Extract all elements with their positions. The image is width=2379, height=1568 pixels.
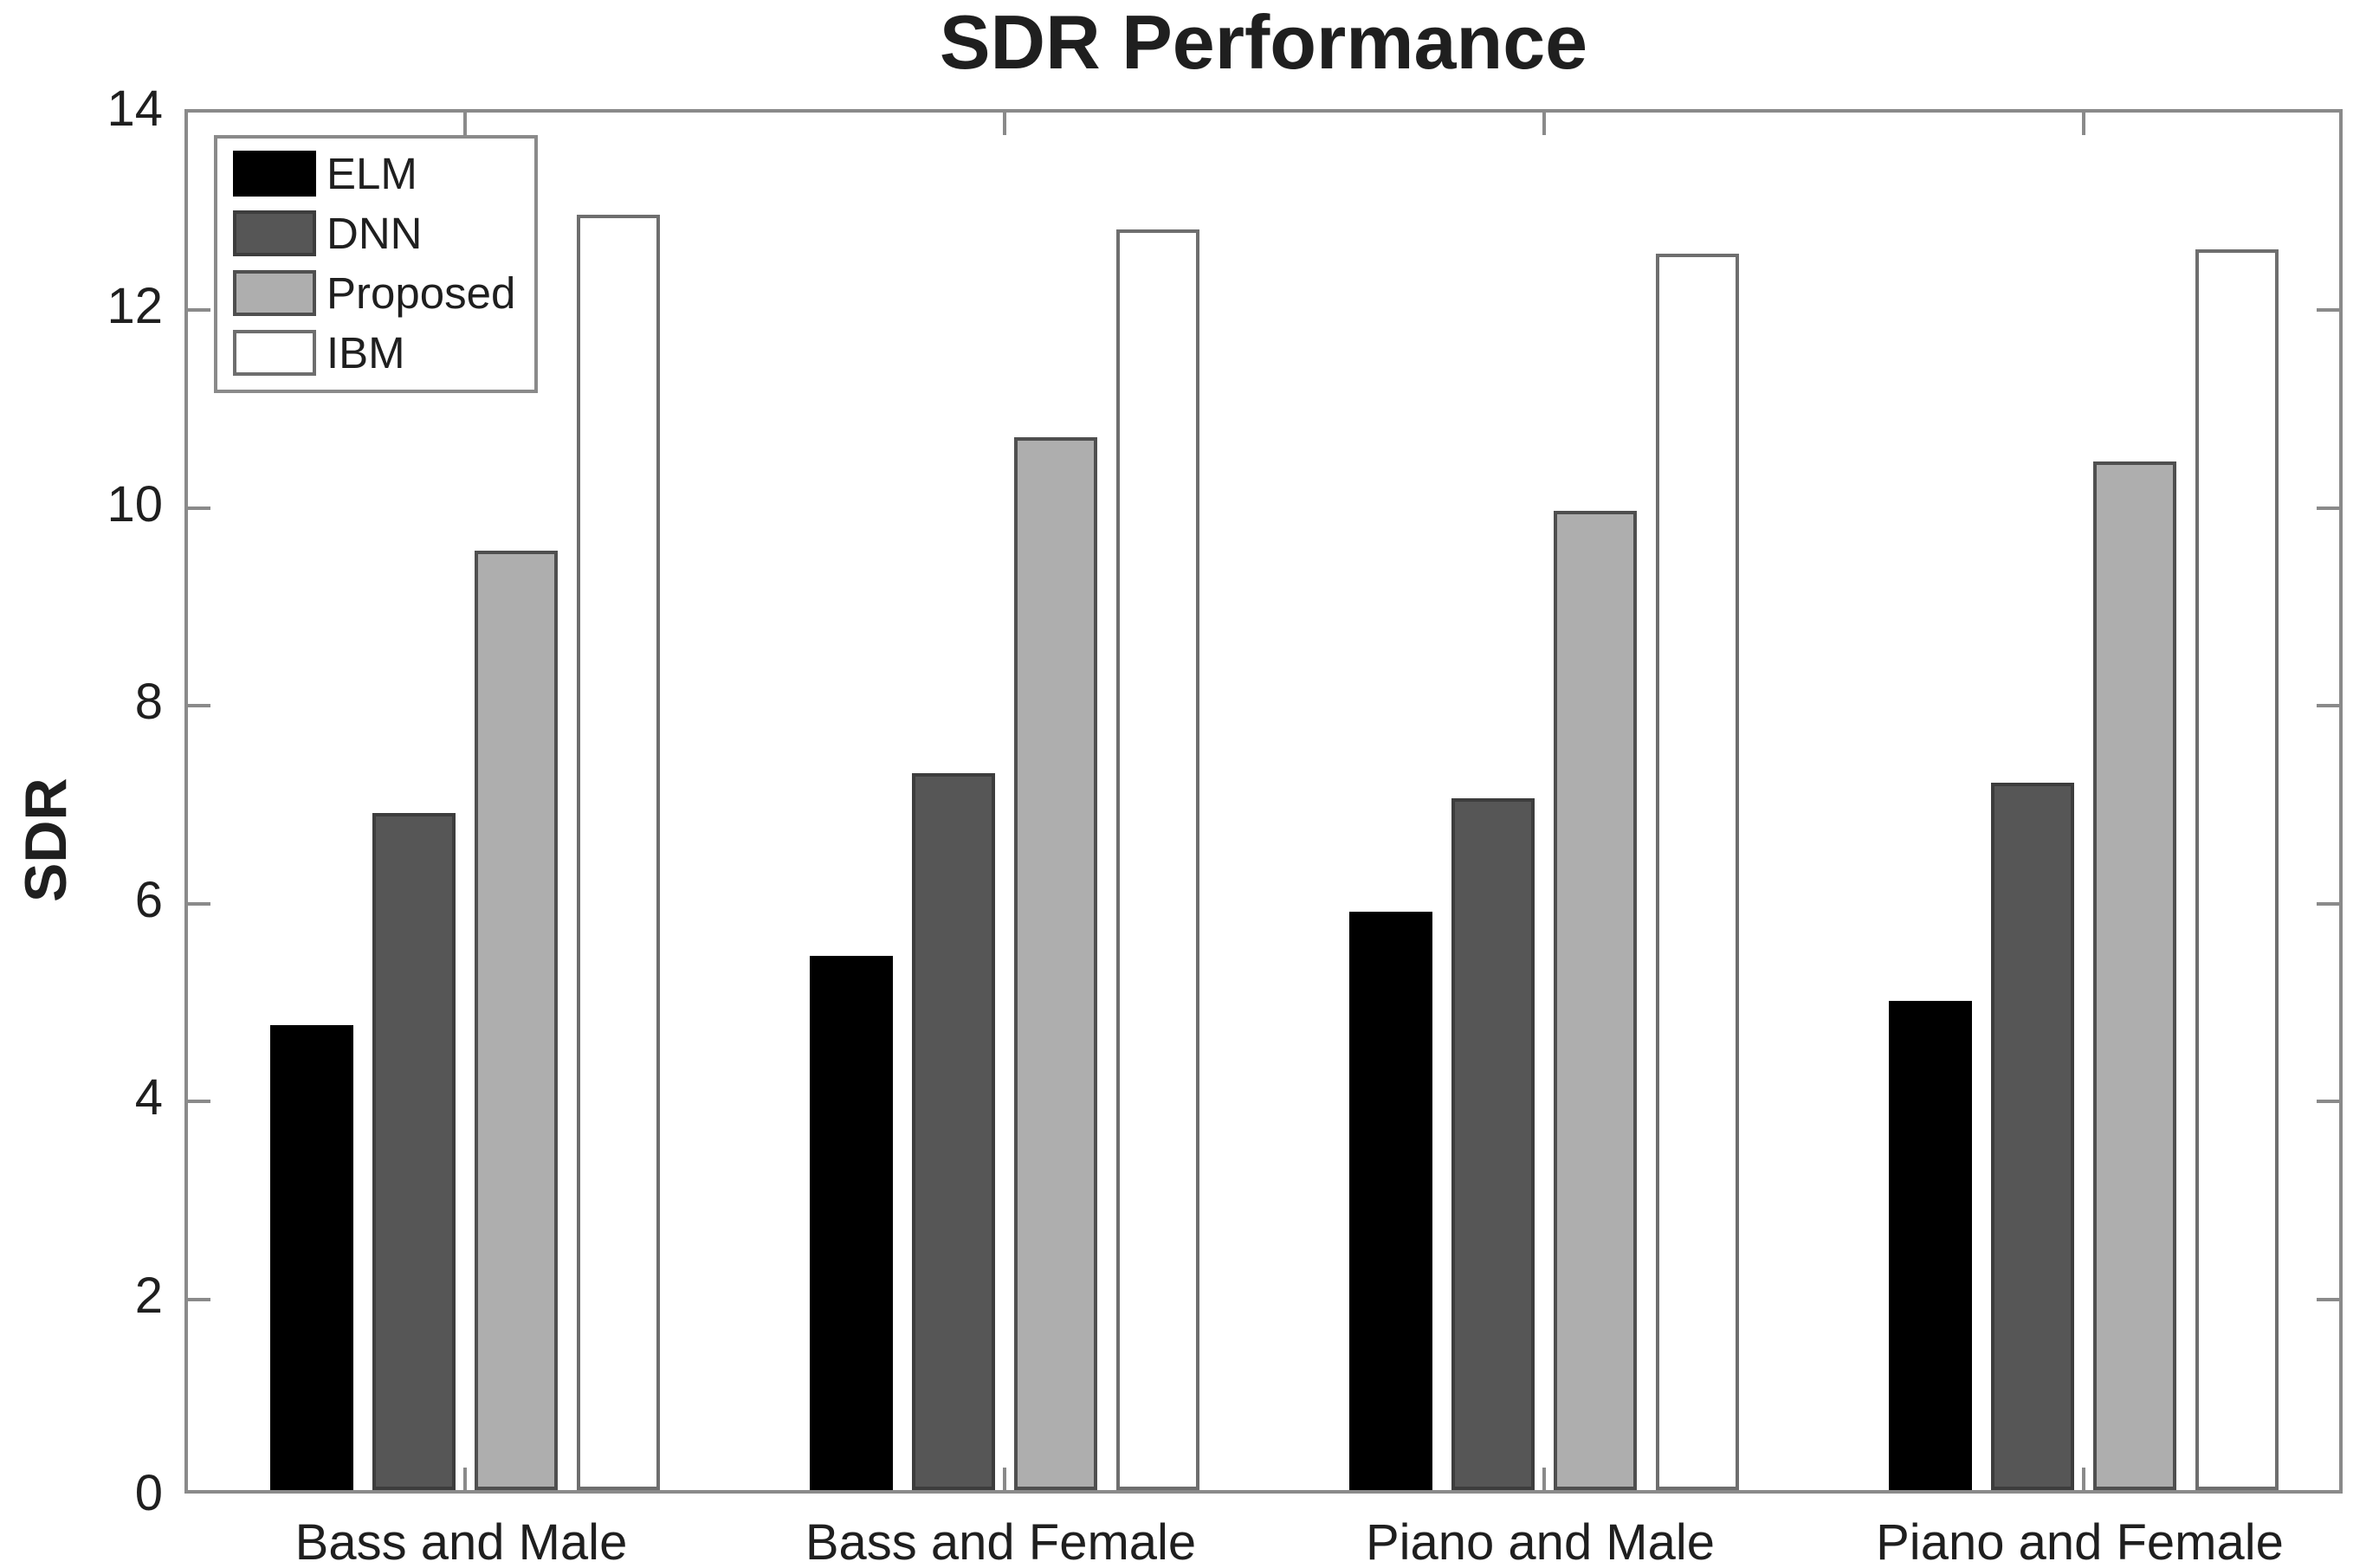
legend-label: IBM — [326, 328, 405, 377]
x-tick-label: Piano and Female — [1876, 1514, 2284, 1568]
legend-swatch-proposed — [233, 270, 316, 316]
bar-elm-group2 — [809, 956, 893, 1490]
bar-dnn-group4 — [1990, 783, 2074, 1490]
legend: ELM DNN Proposed IBM — [214, 135, 539, 393]
bar-elm-group4 — [1888, 1000, 1972, 1490]
y-tick-left — [188, 901, 210, 906]
y-tick-label: 6 — [134, 871, 163, 928]
x-tick-bottom — [1542, 1468, 1546, 1490]
y-tick-left — [188, 308, 210, 313]
bar-ibm-group2 — [1115, 229, 1199, 1490]
y-tick-right — [2317, 506, 2339, 510]
bar-dnn-group1 — [372, 812, 456, 1490]
y-tick-label: 10 — [107, 475, 163, 532]
legend-swatch-elm — [233, 151, 316, 197]
y-tick-label: 14 — [107, 81, 163, 137]
legend-swatch-dnn — [233, 210, 316, 256]
legend-row: DNN — [233, 210, 515, 256]
y-tick-right — [2317, 1100, 2339, 1104]
legend-label: ELM — [326, 149, 417, 198]
y-tick-label: 0 — [134, 1465, 163, 1521]
bar-dnn-group2 — [911, 772, 995, 1490]
legend-row: IBM — [233, 330, 515, 376]
y-tick-label: 8 — [134, 674, 163, 731]
bar-proposed-group2 — [1013, 436, 1097, 1490]
bar-ibm-group3 — [1655, 254, 1739, 1490]
legend-row: Proposed — [233, 270, 515, 316]
x-tick-label: Bass and Female — [805, 1514, 1197, 1568]
y-tick-label: 12 — [107, 278, 163, 335]
x-tick-bottom — [2081, 1468, 2085, 1490]
y-tick-left — [188, 704, 210, 708]
bar-proposed-group1 — [474, 550, 558, 1490]
x-tick-top — [1002, 113, 1006, 135]
x-tick-bottom — [462, 1468, 467, 1490]
y-tick-label: 2 — [134, 1267, 163, 1324]
x-tick-top — [1542, 113, 1546, 135]
y-tick-right — [2317, 704, 2339, 708]
y-tick-left — [188, 506, 210, 510]
legend-swatch-ibm — [233, 330, 316, 376]
chart-title: SDR Performance — [939, 0, 1588, 85]
plot-area: ELM DNN Proposed IBM — [184, 109, 2343, 1494]
bar-proposed-group4 — [2092, 461, 2176, 1490]
bar-ibm-group1 — [576, 214, 660, 1490]
y-tick-label: 4 — [134, 1069, 163, 1126]
legend-row: ELM — [233, 151, 515, 197]
bar-dnn-group3 — [1451, 797, 1535, 1490]
x-tick-bottom — [1002, 1468, 1006, 1490]
y-tick-right — [2317, 308, 2339, 313]
y-tick-right — [2317, 1297, 2339, 1301]
bar-elm-group3 — [1348, 911, 1432, 1490]
bar-elm-group1 — [269, 1025, 353, 1490]
legend-label: DNN — [326, 209, 423, 258]
x-tick-label: Bass and Male — [294, 1514, 628, 1568]
x-tick-top — [462, 113, 467, 135]
y-tick-right — [2317, 901, 2339, 906]
x-tick-label: Piano and Male — [1365, 1514, 1716, 1568]
y-tick-left — [188, 1297, 210, 1301]
bar-proposed-group3 — [1553, 511, 1637, 1490]
y-tick-left — [188, 1100, 210, 1104]
x-tick-top — [2081, 113, 2085, 135]
bar-ibm-group4 — [2195, 248, 2279, 1490]
legend-label: Proposed — [326, 268, 516, 318]
